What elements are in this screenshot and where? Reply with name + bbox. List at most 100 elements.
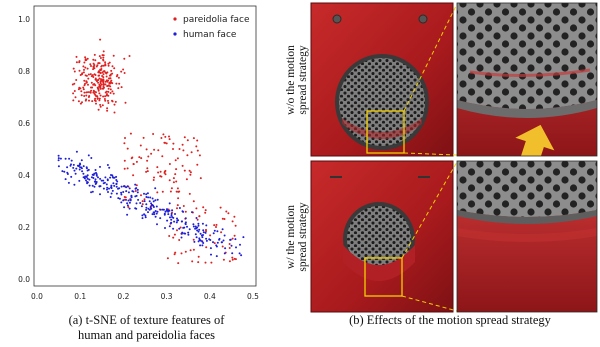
scatter-point-pareidolia (118, 82, 121, 85)
scatter-point-human (129, 198, 132, 201)
scatter-point-pareidolia (213, 242, 216, 245)
scatter-point-human (136, 191, 139, 194)
scatter-point-pareidolia (104, 83, 107, 86)
scatter-point-pareidolia (107, 102, 110, 104)
scatter-point-human (181, 220, 183, 223)
scatter-point-human (105, 183, 108, 186)
scatter-point-human (94, 178, 97, 181)
scatter-point-pareidolia (231, 256, 234, 259)
scatter-point-human (197, 230, 200, 233)
scatter-point-human (150, 202, 153, 205)
scatter-point-pareidolia (99, 57, 102, 59)
scatter-point-pareidolia (102, 76, 105, 79)
scatter-point-human (212, 232, 215, 235)
scatter-point-pareidolia (104, 80, 107, 83)
scatter-point-human (202, 242, 205, 244)
scatter-point-human (57, 159, 60, 162)
scatter-point-human (188, 228, 191, 231)
scatter-point-pareidolia (152, 179, 155, 181)
scatter-point-pareidolia (107, 90, 110, 93)
scatter-point-pareidolia (83, 95, 86, 97)
scatter-point-pareidolia (91, 74, 94, 77)
scatter-point-human (135, 202, 138, 205)
scatter-point-pareidolia (94, 74, 97, 76)
scatter-point-pareidolia (176, 229, 178, 232)
scatter-point-pareidolia (168, 179, 171, 182)
scatter-point-pareidolia (104, 99, 107, 102)
scatter-point-human (205, 237, 208, 240)
scatter-point-pareidolia (228, 260, 231, 263)
scatter-point-pareidolia (220, 231, 223, 234)
scatter-point-human (123, 185, 126, 188)
scatter-point-pareidolia (106, 93, 108, 96)
scatter-point-pareidolia (99, 103, 102, 106)
tsne-scatter-plot: 0.0 0.1 0.2 0.3 0.4 0.5 0.0 0.2 0.4 0.6 0.8 1.0 par… (18, 5, 259, 301)
scatter-point-pareidolia (73, 70, 76, 73)
scatter-point-human (110, 186, 113, 189)
scatter-point-pareidolia (85, 74, 88, 77)
scatter-point-human (64, 157, 67, 160)
scatter-point-human (126, 185, 129, 188)
scatter-point-pareidolia (182, 205, 185, 207)
scatter-point-pareidolia (228, 247, 231, 249)
scatter-point-human (191, 211, 193, 214)
scatter-point-pareidolia (75, 55, 78, 58)
scatter-point-human (81, 170, 84, 173)
scatter-point-pareidolia (80, 90, 83, 93)
scatter-point-pareidolia (198, 215, 201, 218)
scatter-point-human (218, 238, 221, 241)
scatter-point-pareidolia (96, 86, 99, 89)
scatter-point-pareidolia (93, 53, 96, 56)
scatter-point-pareidolia (113, 103, 116, 106)
scatter-point-pareidolia (92, 89, 95, 92)
x-tick-label: 0.0 (31, 292, 43, 301)
scatter-point-human (201, 236, 204, 239)
scatter-point-pareidolia (140, 194, 142, 197)
scatter-point-pareidolia (102, 56, 105, 59)
scatter-point-pareidolia (109, 92, 112, 94)
scatter-point-pareidolia (85, 81, 88, 84)
scatter-point-human (108, 187, 110, 190)
scatter-point-pareidolia (105, 75, 108, 78)
zoom-view-with (457, 161, 597, 312)
scatter-point-pareidolia (102, 73, 105, 76)
scatter-point-pareidolia (132, 163, 135, 166)
scatter-point-human (198, 237, 201, 240)
scatter-point-human (57, 165, 60, 168)
scatter-point-human (145, 203, 148, 206)
scatter-point-pareidolia (104, 71, 107, 74)
scatter-point-pareidolia (83, 68, 85, 71)
scatter-point-pareidolia (114, 100, 117, 103)
scatter-point-pareidolia (107, 99, 109, 102)
scatter-point-pareidolia (78, 69, 81, 72)
scatter-point-pareidolia (180, 252, 183, 255)
scatter-point-human (202, 231, 205, 234)
scatter-point-human (109, 176, 112, 179)
scatter-point-pareidolia (101, 104, 104, 107)
scatter-point-human (230, 244, 233, 247)
scatter-point-pareidolia (184, 250, 187, 253)
scatter-point-human (221, 241, 223, 244)
scatter-point-pareidolia (126, 147, 129, 150)
scatter-point-human (151, 204, 154, 206)
y-tick-label: 0.2 (18, 223, 30, 232)
scatter-point-human (164, 227, 166, 229)
scatter-point-human (125, 190, 128, 193)
scatter-point-pareidolia (204, 209, 207, 212)
legend-label-human: human face (183, 30, 237, 40)
scatter-point-pareidolia (113, 67, 116, 70)
scatter-point-human (240, 254, 243, 257)
scatter-point-pareidolia (175, 168, 178, 171)
scatter-point-human (224, 247, 227, 250)
scatter-point-pareidolia (90, 81, 93, 84)
scatter-point-pareidolia (107, 94, 110, 97)
scatter-point-pareidolia (110, 69, 113, 72)
scatter-point-human (197, 240, 200, 243)
scatter-point-pareidolia (172, 177, 175, 180)
scatter-point-human (170, 218, 173, 221)
scatter-point-pareidolia (96, 64, 99, 67)
scatter-point-pareidolia (83, 84, 86, 87)
scatter-point-pareidolia (183, 136, 186, 139)
zoom-line-without-1 (403, 3, 458, 112)
row-label-without-1: w/o the motion (285, 45, 297, 115)
